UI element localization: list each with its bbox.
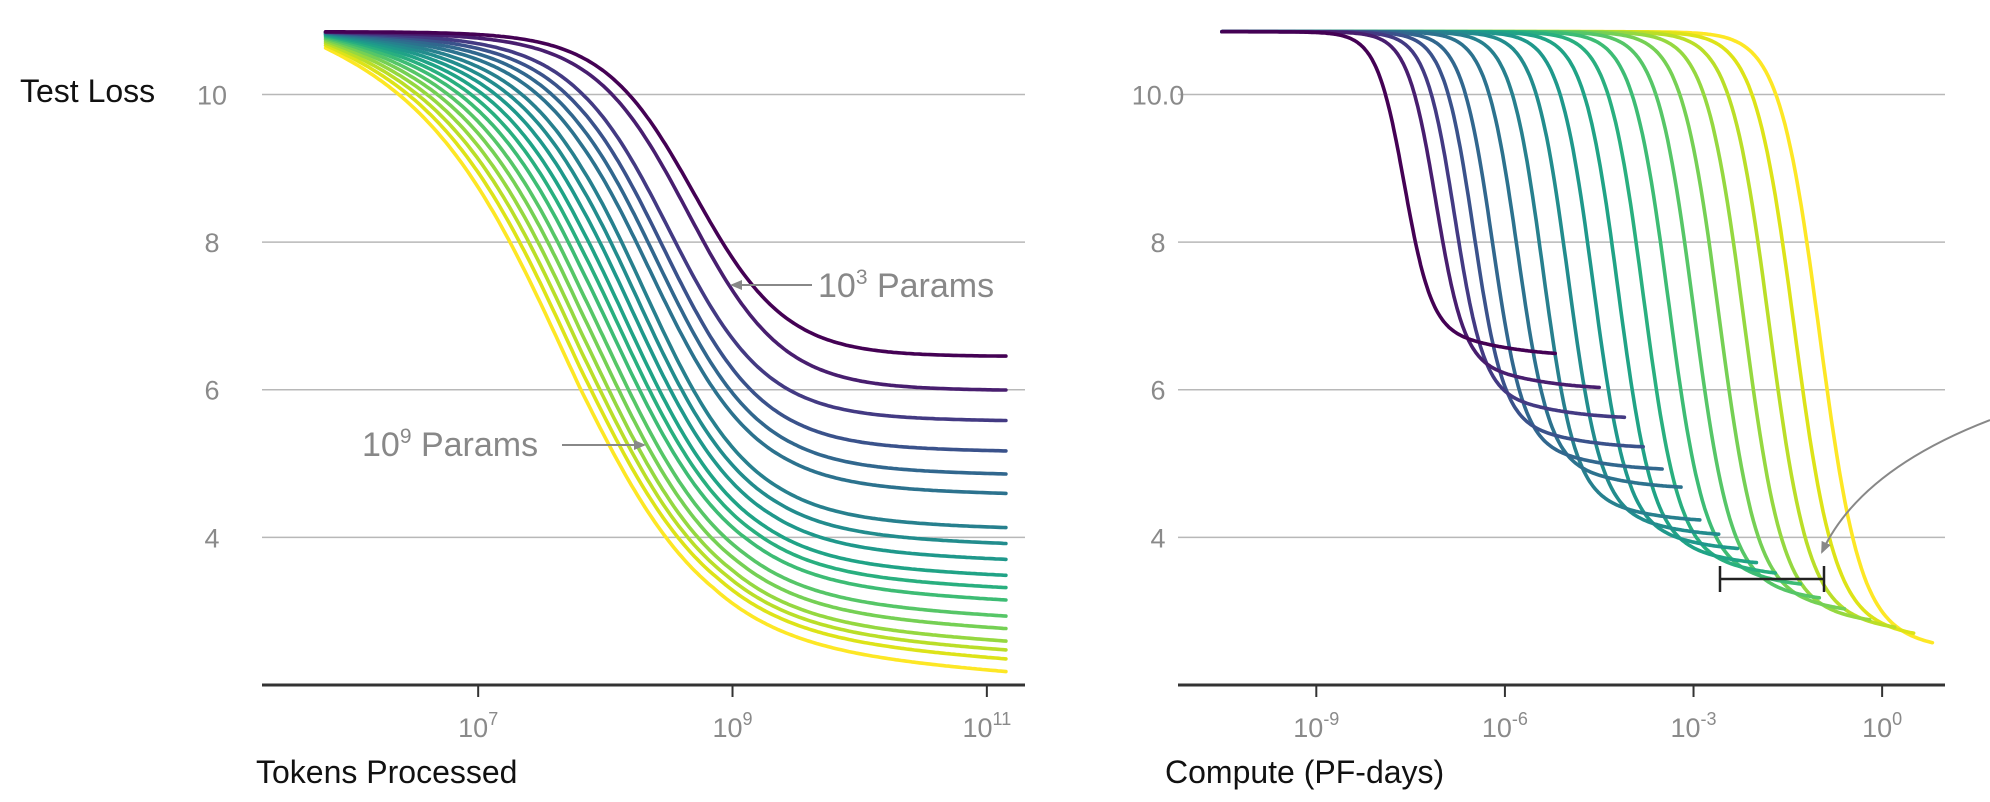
right-x-axis-title: Compute (PF-days) bbox=[1165, 754, 1444, 790]
x-tick-label: 100 bbox=[1862, 709, 1902, 743]
series-line bbox=[323, 30, 1008, 476]
series-line bbox=[323, 32, 1008, 562]
annotation-1e9-text: Params bbox=[412, 426, 539, 464]
y-tick-label: 8 bbox=[1150, 228, 1165, 258]
series-line bbox=[323, 30, 1008, 496]
series-line bbox=[323, 43, 1008, 661]
series-line bbox=[323, 30, 1008, 423]
x-tick-label: 1011 bbox=[962, 709, 1011, 743]
series-line bbox=[323, 36, 1008, 618]
left-x-axis-title: Tokens Processed bbox=[256, 754, 517, 790]
right-panel: 10-9 10-6 10-3 100 10.0 8 6 4 Compute (PF-days… bbox=[1132, 29, 1990, 790]
x-tick-label: 109 bbox=[712, 709, 752, 743]
compute-gap-bracket bbox=[1718, 566, 1826, 592]
left-y-axis-title: Test Loss bbox=[20, 73, 155, 109]
y-tick-label: 6 bbox=[1150, 376, 1165, 406]
x-tick-label: 10-3 bbox=[1670, 709, 1716, 743]
annotation-1e9-exponent: 9 bbox=[400, 425, 412, 448]
right-gridlines bbox=[1178, 93, 1945, 539]
annotation-1e9-label: 109 Params bbox=[362, 425, 538, 464]
series-line bbox=[323, 39, 1008, 643]
series-line bbox=[1220, 29, 1557, 356]
series-line bbox=[323, 30, 1008, 392]
x-tick-label: 107 bbox=[458, 709, 498, 743]
series-line bbox=[1220, 29, 1822, 600]
series-line bbox=[323, 32, 1008, 578]
annotation-1e3-exponent: 3 bbox=[856, 266, 868, 289]
annotation-1e9-params: 109 Params bbox=[362, 425, 646, 464]
y-tick-label: 8 bbox=[204, 228, 219, 258]
series-line bbox=[323, 30, 1008, 453]
y-tick-label: 10.0 bbox=[1132, 80, 1185, 110]
left-y-ticks: 10 8 6 4 bbox=[197, 80, 227, 553]
x-tick-label: 10-6 bbox=[1482, 709, 1528, 743]
series-line bbox=[1220, 29, 1872, 622]
series-line bbox=[323, 46, 1008, 674]
series-line bbox=[323, 33, 1008, 590]
left-x-ticks: 107 109 1011 bbox=[458, 685, 1011, 743]
series-line bbox=[323, 31, 1008, 546]
y-tick-label: 10 bbox=[197, 80, 227, 110]
series-line bbox=[323, 31, 1008, 530]
series-line bbox=[1220, 29, 1759, 565]
y-tick-label: 6 bbox=[204, 376, 219, 406]
annotation-1e3-label: 103 Params bbox=[818, 266, 994, 305]
series-line bbox=[323, 30, 1008, 358]
y-tick-label: 4 bbox=[204, 523, 219, 553]
annotation-1e3-params: 103 Params bbox=[730, 266, 994, 305]
annotation-1e3-base: 10 bbox=[818, 267, 856, 305]
annotation-1e9-base: 10 bbox=[362, 426, 400, 464]
annotation-1e3-text: Params bbox=[868, 267, 995, 305]
series-line bbox=[1220, 29, 1664, 471]
series-line bbox=[323, 37, 1008, 631]
series-line bbox=[1220, 29, 1847, 611]
x-tick-label: 10-9 bbox=[1293, 709, 1339, 743]
right-curves bbox=[1220, 29, 1935, 645]
series-line bbox=[1220, 29, 1803, 586]
right-x-ticks: 10-9 10-6 10-3 100 bbox=[1293, 685, 1902, 743]
series-line bbox=[323, 34, 1008, 602]
series-line bbox=[1220, 29, 1627, 420]
right-y-ticks: 10.0 8 6 4 bbox=[1132, 80, 1185, 553]
series-line bbox=[323, 41, 1008, 652]
left-curves bbox=[323, 30, 1008, 674]
curved-arrow-to-bracket bbox=[1821, 419, 1990, 554]
y-tick-label: 4 bbox=[1150, 523, 1165, 553]
